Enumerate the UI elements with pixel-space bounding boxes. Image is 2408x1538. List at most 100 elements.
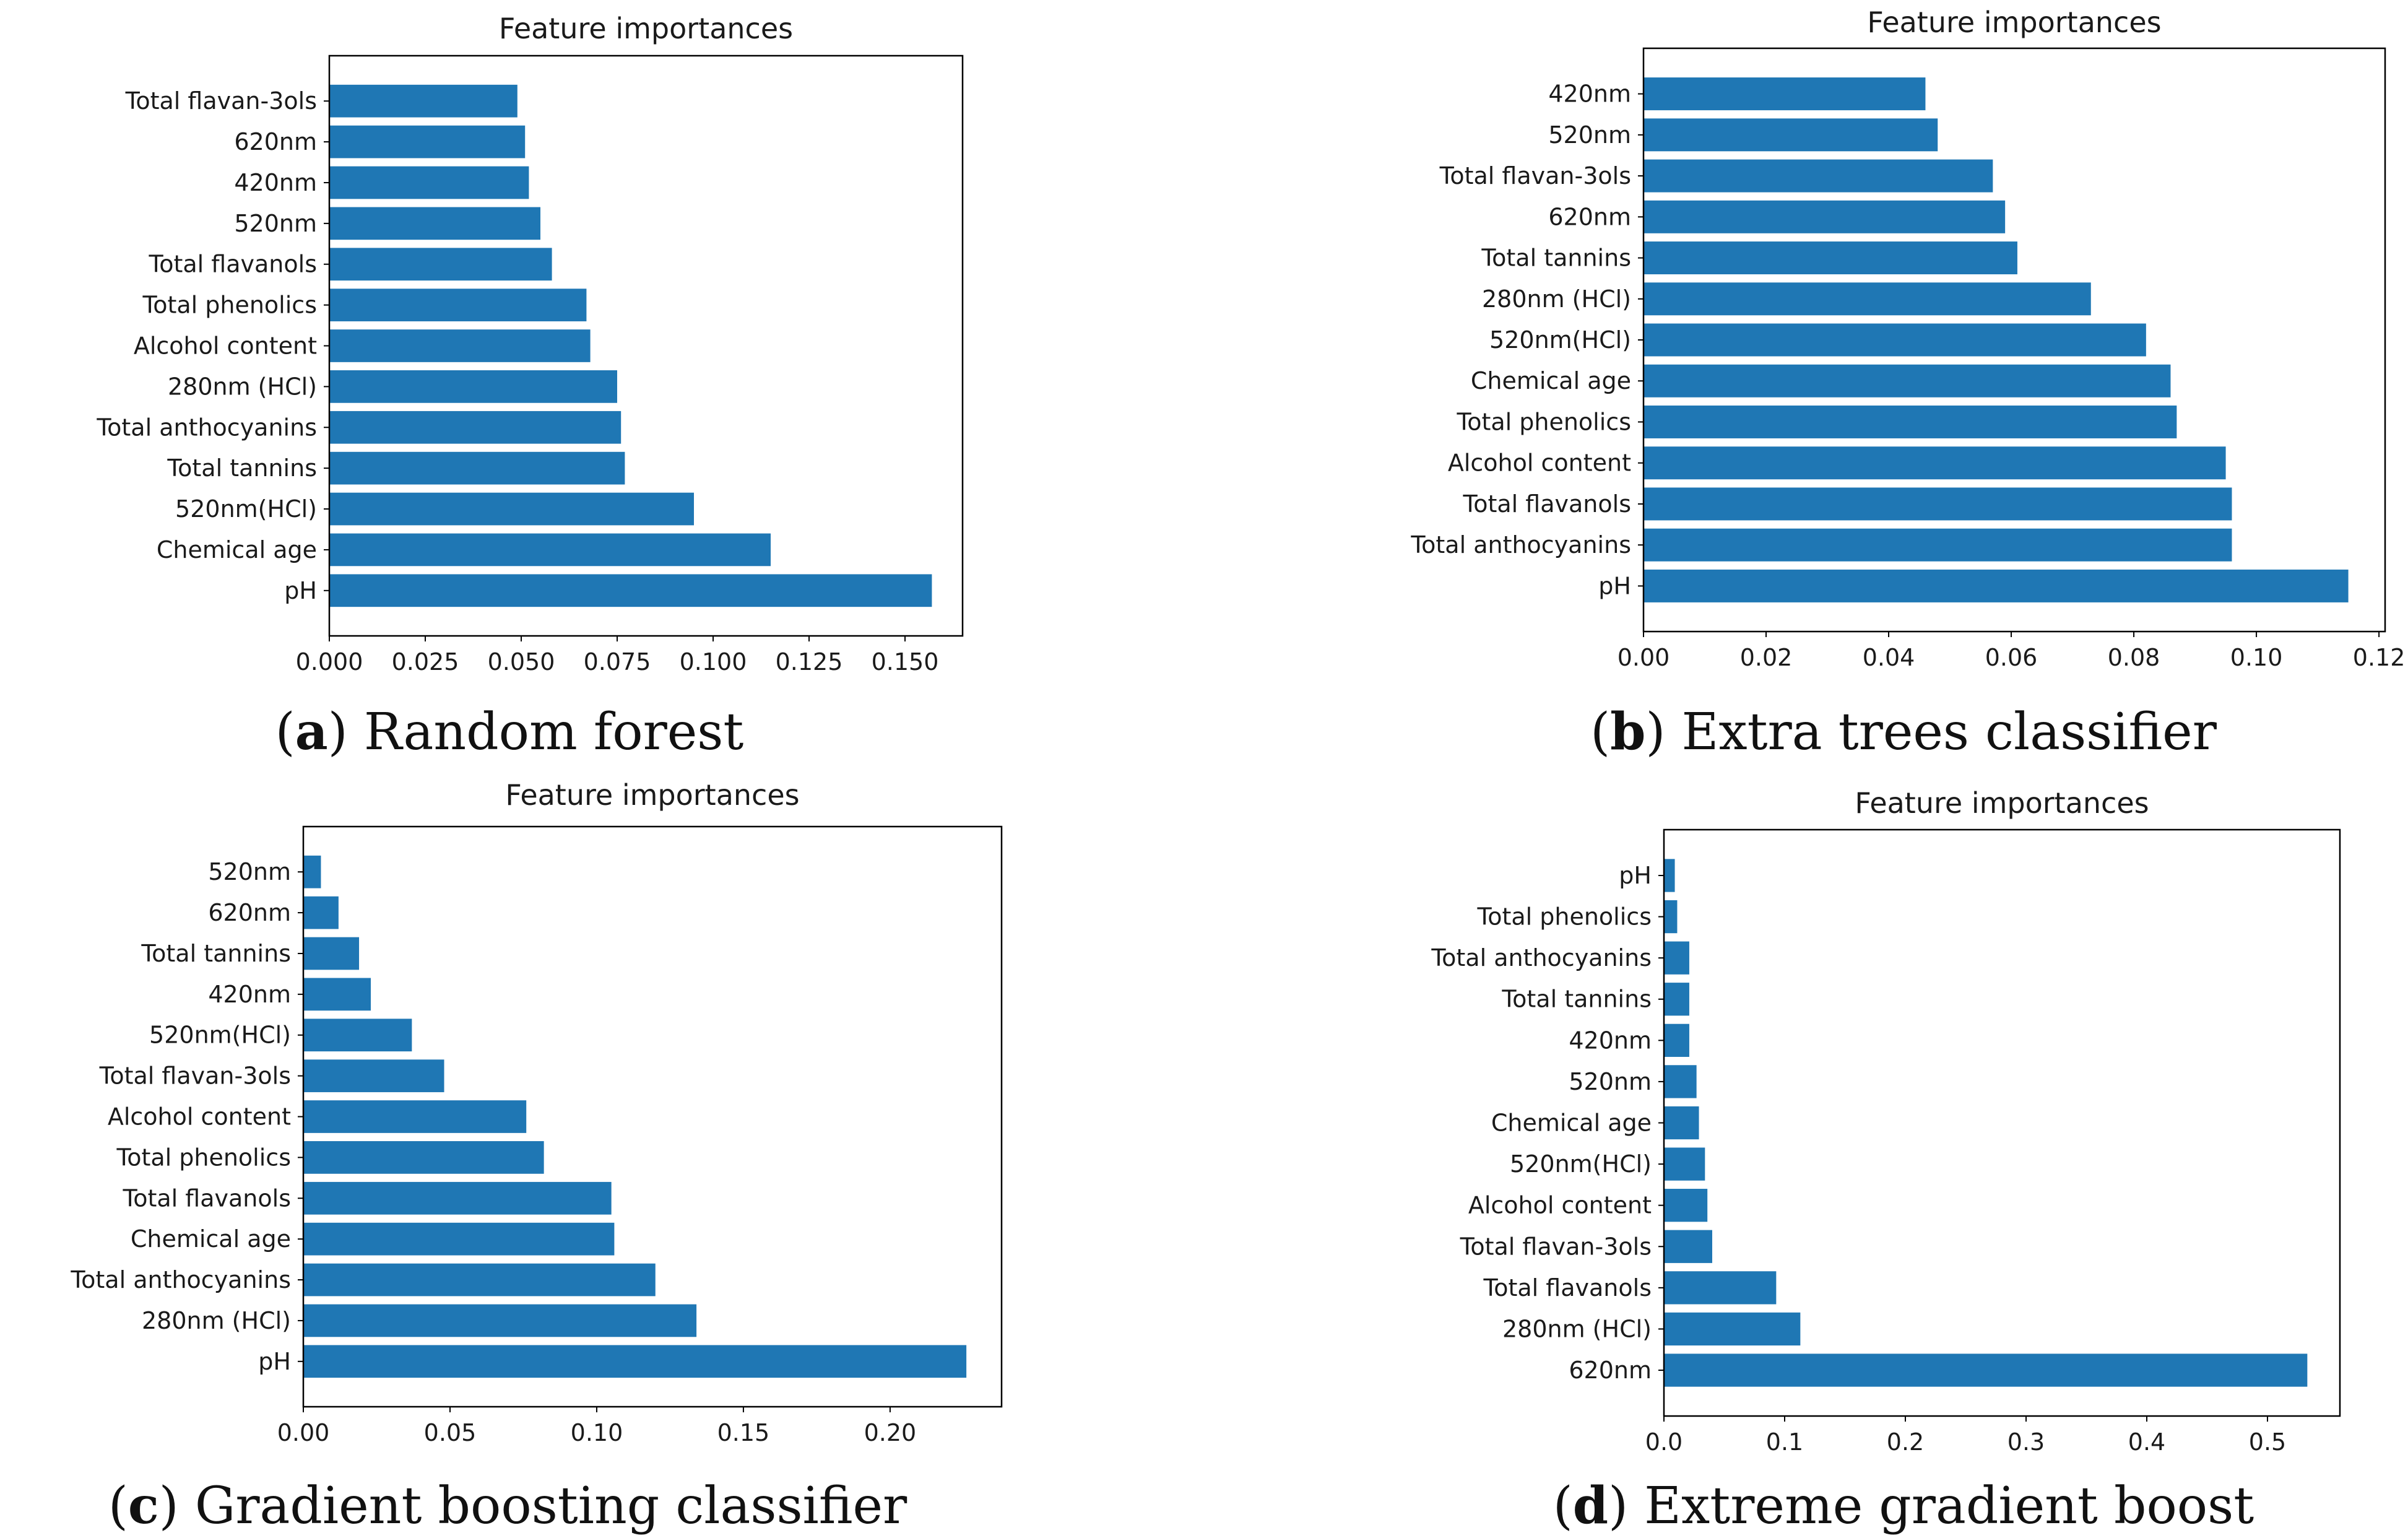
bar [1644, 282, 2091, 316]
caption-close-paren: ) [1645, 703, 1681, 762]
x-tick-label: 0.02 [1740, 644, 1793, 671]
y-tick-label: Total flavanols [122, 1184, 291, 1212]
bar [303, 1100, 527, 1133]
x-tick-label: 0.10 [571, 1419, 623, 1446]
y-tick-label: Alcohol content [134, 332, 317, 360]
bar [1644, 405, 2177, 438]
bar [1664, 941, 1689, 975]
y-tick-label: Total anthocyanins [1410, 531, 1631, 558]
caption-close-paren: ) [1608, 1477, 1644, 1536]
bar [1664, 1065, 1697, 1098]
bar [303, 937, 360, 970]
y-tick-label: Total phenolics [116, 1144, 291, 1171]
panel-a: Feature importances Total flavan-3ols 620n… [96, 12, 964, 762]
y-tick-label: Total anthocyanins [96, 414, 317, 441]
x-tick-label: 0.000 [296, 648, 363, 676]
bar [1664, 900, 1678, 934]
bar [329, 166, 529, 199]
bar [1644, 446, 2226, 480]
y-tick-label: 280nm (HCl) [1482, 285, 1631, 313]
y-tick-label: 420nm [234, 169, 317, 196]
y-tick-label: 520nm [234, 210, 317, 237]
bar [1664, 1147, 1705, 1181]
bar [329, 411, 621, 444]
caption-title: Extreme gradient boost [1644, 1477, 2254, 1536]
y-tick-label: Total tannins [167, 454, 317, 482]
panel-caption: (b) Extra trees classifier [1590, 702, 2217, 762]
panel-caption: (d) Extreme gradient boost [1553, 1476, 2254, 1536]
y-tick-label: 520nm(HCl) [1510, 1150, 1652, 1178]
y-tick-label: Alcohol content [108, 1103, 291, 1131]
x-tick-label: 0.100 [680, 648, 747, 676]
bar [1644, 569, 2349, 602]
bar [303, 1141, 544, 1174]
bar [1664, 1023, 1689, 1057]
y-tick-label: 520nm(HCl) [1489, 326, 1631, 354]
bar [1644, 487, 2232, 521]
y-tick-label: Total phenolics [142, 292, 317, 319]
caption-letter: a [295, 702, 328, 762]
bar [1644, 241, 2017, 275]
x-tick-label: 0.00 [277, 1419, 330, 1446]
y-tick-label: 280nm (HCl) [142, 1307, 291, 1334]
bar [329, 289, 587, 321]
caption-letter: c [128, 1476, 159, 1536]
x-tick-label: 0.20 [864, 1419, 917, 1446]
y-tick-label: Total flavan-3ols [1439, 162, 1631, 189]
y-tick-label: Chemical age [1471, 367, 1631, 394]
bar [1664, 1189, 1708, 1222]
y-tick-label: Total tannins [1501, 986, 1652, 1013]
y-tick-label: Total flavanols [1483, 1274, 1652, 1301]
bar [1664, 859, 1675, 892]
bar [303, 1304, 697, 1337]
x-tick-label: 0.5 [2249, 1428, 2286, 1456]
bar [303, 1181, 612, 1215]
bar [1644, 77, 1926, 111]
x-tick-label: 0.05 [424, 1419, 477, 1446]
bar [329, 492, 694, 526]
panel-c: Feature importances 520nm 620nm Total tanni… [70, 778, 1003, 1536]
x-tick-label: 0.10 [2230, 644, 2283, 671]
caption-open-paren: ( [1553, 1477, 1573, 1536]
y-tick-label: 520nm(HCl) [149, 1022, 291, 1049]
bar [1644, 200, 2006, 233]
bar [1644, 118, 1938, 152]
caption-open-paren: ( [275, 703, 295, 762]
y-tick-label: Total flavanols [1462, 490, 1631, 518]
caption-close-paren: ) [328, 703, 364, 762]
y-tick-label: Chemical age [157, 536, 317, 563]
caption-title: Gradient boosting classifier [195, 1477, 907, 1536]
x-tick-label: 0.050 [488, 648, 555, 676]
bar [329, 207, 540, 240]
axes-frame [1642, 47, 2386, 633]
y-tick-label: 620nm [1548, 203, 1631, 230]
bar [329, 84, 518, 118]
y-tick-label: pH [284, 577, 317, 604]
y-tick-label: 620nm [208, 899, 291, 926]
bar [1664, 983, 1689, 1016]
bar [1644, 323, 2146, 357]
x-tick-label: 0.150 [872, 648, 939, 676]
x-tick-label: 0.15 [717, 1419, 770, 1446]
chart-title: Feature importances [499, 12, 793, 45]
bar [329, 451, 625, 485]
y-tick-label: Chemical age [1491, 1110, 1652, 1137]
x-tick-label: 0.08 [2108, 644, 2160, 671]
y-tick-label: Total flavan-3ols [125, 87, 317, 115]
bar [303, 1345, 967, 1378]
x-tick-label: 0.00 [1618, 644, 1670, 671]
y-tick-label: Total phenolics [1456, 408, 1631, 435]
y-tick-label: Total anthocyanins [1431, 944, 1652, 971]
panel-caption: (c) Gradient boosting classifier [108, 1476, 907, 1536]
y-tick-label: pH [1619, 862, 1652, 889]
y-tick-label: 520nm [1569, 1068, 1652, 1095]
y-tick-label: Total flavanols [148, 251, 317, 278]
y-tick-label: pH [258, 1348, 291, 1375]
bar [329, 370, 617, 403]
panel-b: Feature importances 420nm 520nm Total flava… [1410, 6, 2405, 762]
y-tick-label: 620nm [234, 128, 317, 155]
y-tick-label: Total flavan-3ols [99, 1062, 291, 1090]
bar [303, 1019, 412, 1052]
y-tick-label: Total tannins [1481, 245, 1631, 272]
